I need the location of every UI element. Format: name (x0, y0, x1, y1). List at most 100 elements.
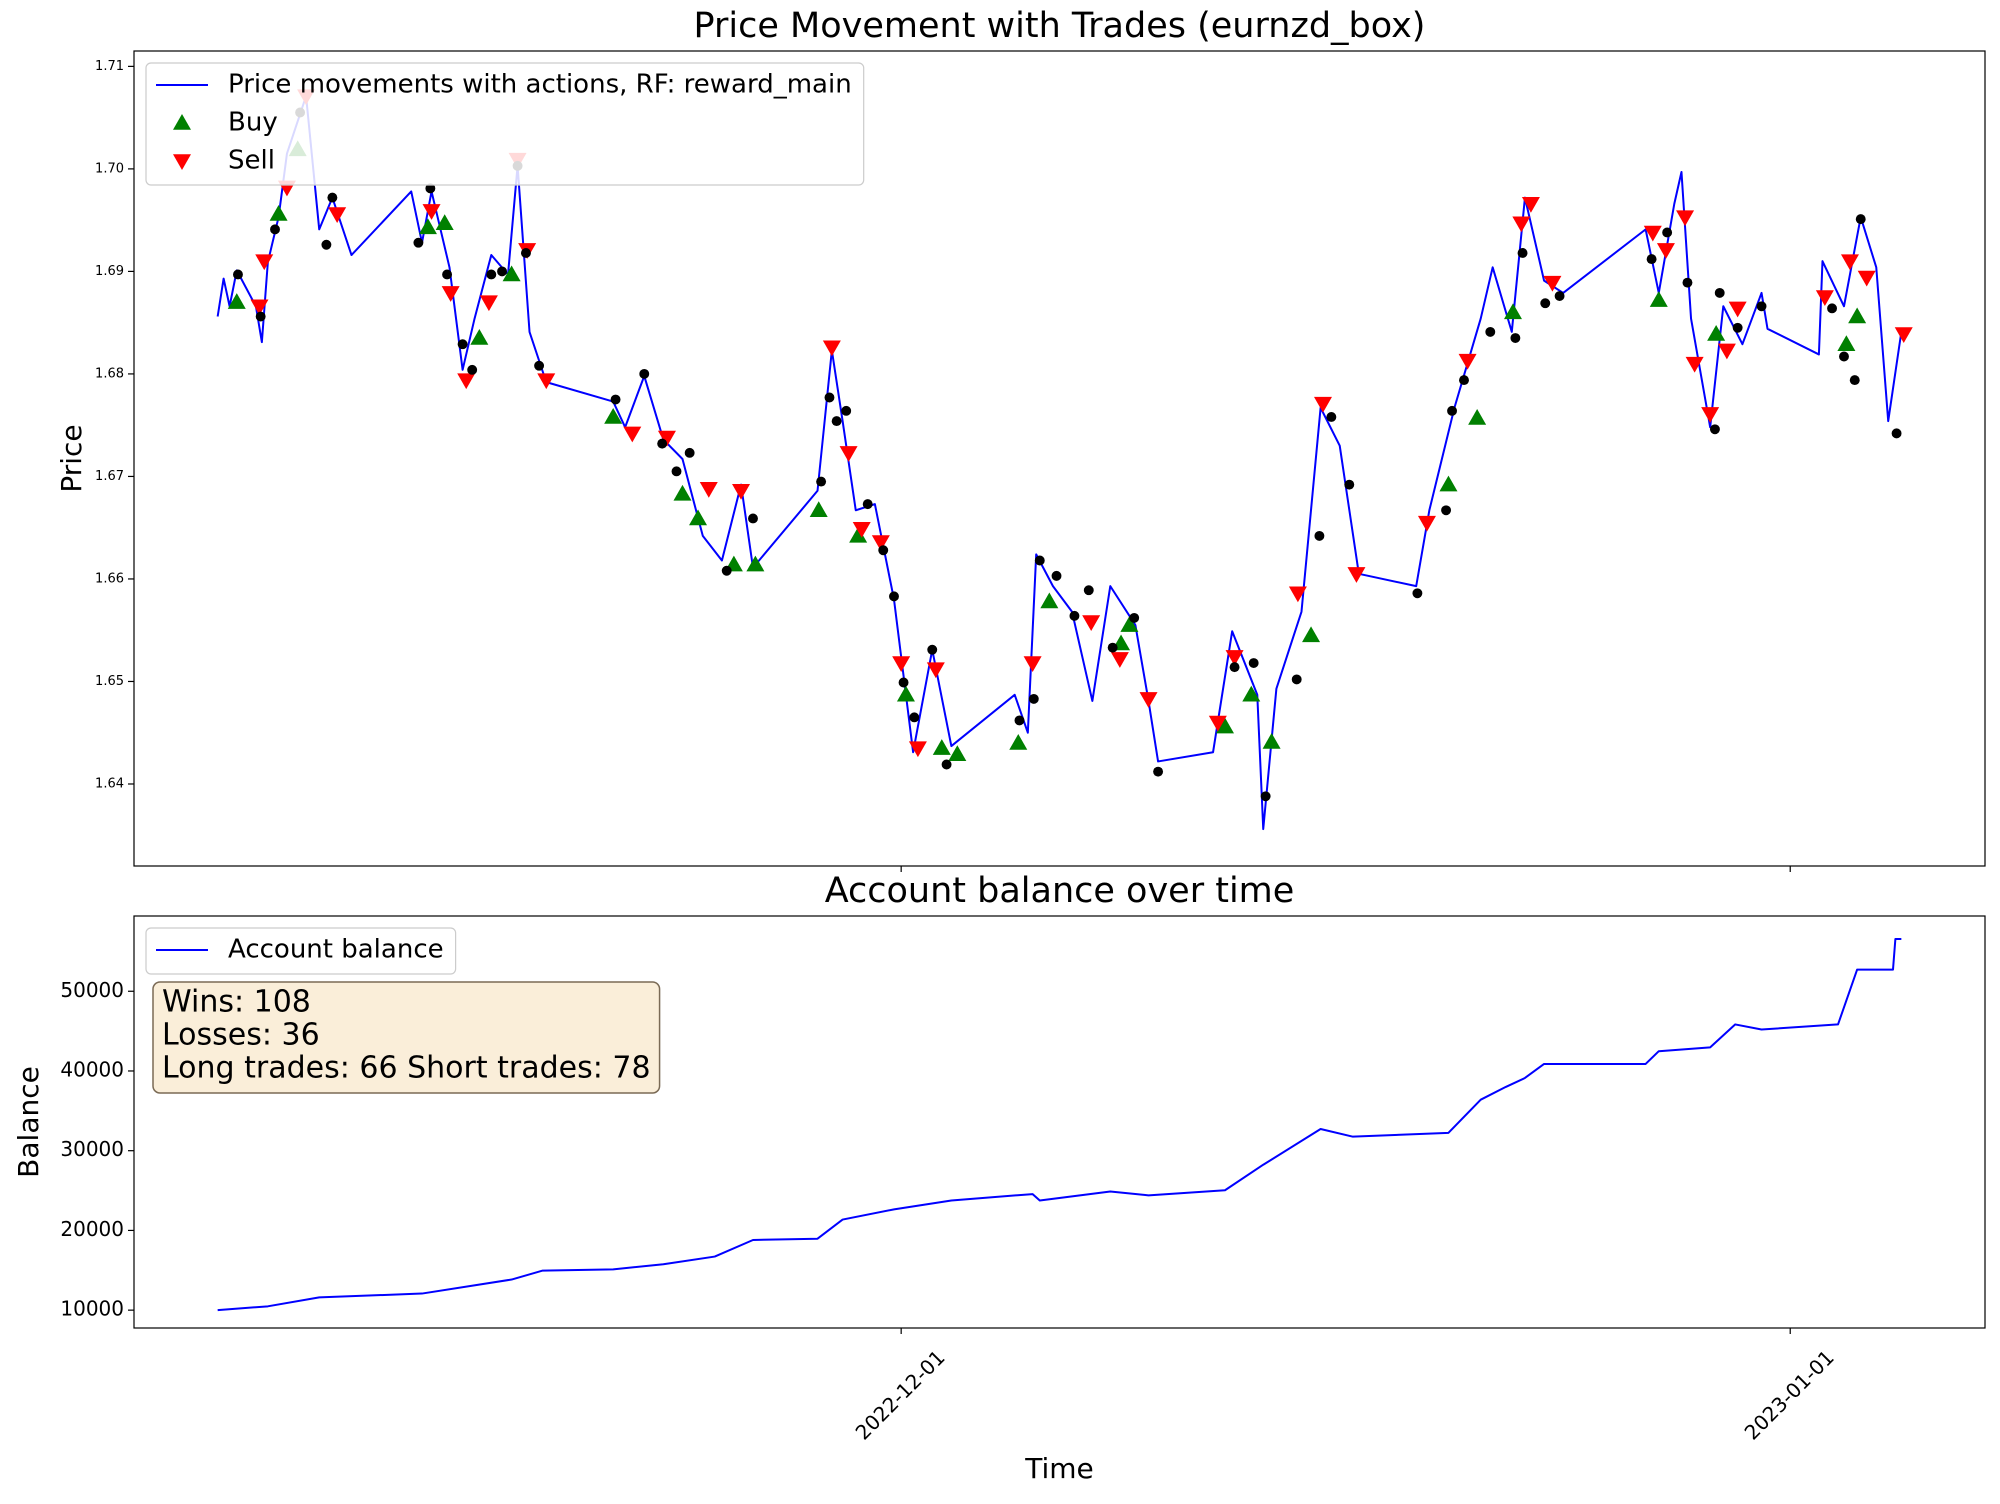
x-axis-label: Time (1024, 1452, 1094, 1485)
scatter-point (639, 368, 650, 379)
scatter-point (1082, 615, 1101, 632)
scatter-point (435, 214, 454, 230)
scatter-point (1707, 324, 1726, 341)
legend-marker (173, 154, 191, 170)
x-tick-label: 2022-12-01 (851, 1345, 950, 1444)
scatter-point (671, 466, 682, 477)
y-tick-label: 10000 (60, 1297, 124, 1321)
plot-area (133, 50, 1986, 867)
scatter-point (1120, 616, 1139, 632)
y-tick-label: 50000 (60, 978, 124, 1002)
scatter-point (610, 394, 621, 405)
y-tick-label: 1.65 (95, 674, 124, 689)
scatter-point (1107, 642, 1118, 653)
scatter-point (442, 269, 453, 280)
scatter-point (1517, 248, 1528, 258)
scatter-point (1849, 375, 1860, 386)
scatter-point (1855, 214, 1866, 225)
y-tick-label: 20000 (60, 1217, 124, 1241)
scatter-point (1701, 407, 1720, 423)
scatter-point (932, 739, 951, 755)
scatter-point (1512, 216, 1531, 233)
scatter-point (1347, 567, 1366, 583)
scatter-point (1028, 693, 1039, 704)
annotation-text: Wins: 108 (162, 985, 311, 1020)
scatter-point (255, 311, 266, 322)
scatter-point (1110, 652, 1129, 668)
scatter-point (1662, 227, 1673, 238)
scatter-point (1540, 298, 1551, 309)
scatter-point (822, 340, 841, 357)
scatter-point (1291, 674, 1302, 685)
scatter-point (878, 545, 889, 556)
legend-marker (173, 114, 191, 130)
plot-area (133, 915, 1986, 1329)
scatter-point (467, 364, 478, 375)
scatter-point (457, 373, 476, 390)
scatter-point (1891, 428, 1902, 439)
scatter-point (809, 501, 828, 518)
scatter-point (831, 416, 842, 427)
scatter-point (1040, 592, 1059, 609)
y-axis-label: Balance (12, 1066, 45, 1178)
scatter-point (889, 591, 899, 602)
scatter-point (1262, 732, 1281, 749)
scatter-point (1837, 335, 1856, 351)
scatter-point (327, 192, 338, 203)
y-tick-label: 1.67 (95, 469, 124, 484)
scatter-point (457, 339, 468, 350)
scatter-point (684, 447, 695, 458)
scatter-point (1554, 291, 1565, 301)
y-tick-label: 1.70 (95, 161, 124, 176)
scatter-point (1139, 692, 1158, 708)
chart-title: Price Movement with Trades (eurnzd_box) (694, 6, 1426, 46)
scatter-point (849, 526, 868, 543)
scatter-point (1643, 225, 1662, 242)
chart-title: Account balance over time (825, 871, 1295, 911)
scatter-point (1649, 291, 1668, 307)
scatter-point (1417, 515, 1436, 532)
scatter-point (227, 293, 246, 309)
legend: Account balance (145, 927, 457, 975)
scatter-point (441, 286, 460, 302)
scatter-point (1083, 585, 1094, 596)
plot-layer (216, 89, 1913, 831)
scatter-point (1447, 405, 1457, 416)
scatter-point (1728, 301, 1747, 318)
scatter-point (1314, 530, 1325, 541)
annotation-text: Losses: 36 (162, 1018, 320, 1053)
scatter-point (1894, 327, 1913, 343)
scatter-point (1732, 322, 1743, 333)
scatter-point (623, 426, 642, 443)
scatter-point (948, 745, 967, 762)
scatter-point (926, 662, 945, 679)
scatter-point (1468, 409, 1487, 425)
scatter-point (941, 759, 952, 770)
scatter-point (732, 484, 751, 500)
scatter-point (1839, 351, 1849, 362)
legend-box (145, 62, 865, 186)
scatter-point (824, 392, 835, 403)
scatter-point (892, 656, 911, 673)
annotation-box (152, 981, 661, 1094)
scatter-point (1756, 301, 1767, 312)
scatter-point (1009, 733, 1028, 750)
scatter-point (841, 405, 852, 416)
scatter-point (1229, 662, 1240, 673)
scatter-point (321, 239, 332, 250)
scatter-point (1441, 505, 1452, 516)
scatter-point (328, 207, 347, 223)
scatter-point (250, 299, 269, 316)
scatter-point (1714, 287, 1725, 298)
scatter-point (1288, 586, 1307, 603)
scatter-point (927, 644, 938, 655)
scatter-point (657, 430, 676, 447)
scatter-point (862, 499, 873, 510)
scatter-point (1412, 588, 1423, 599)
y-tick-label: 1.71 (95, 59, 124, 74)
scatter-point (425, 183, 436, 194)
scatter-point (470, 329, 489, 345)
scatter-point (1503, 303, 1522, 320)
scatter-point (1458, 353, 1477, 370)
